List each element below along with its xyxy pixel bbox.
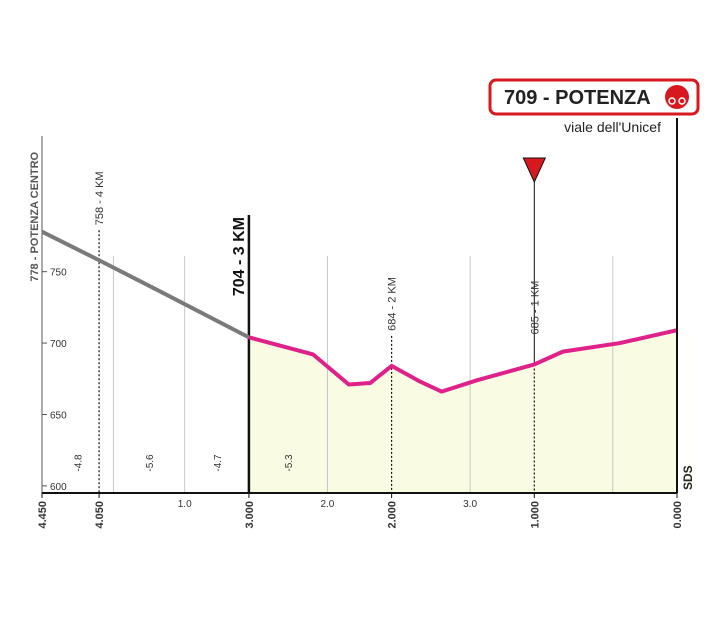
flamme-rouge bbox=[522, 157, 547, 184]
annotation-label: 685 - 1 KM bbox=[529, 281, 541, 335]
y-tick-label: 750 bbox=[50, 268, 67, 279]
finish-label: 709 - POTENZA bbox=[504, 87, 651, 109]
gradient-label: -5.3 bbox=[284, 454, 295, 472]
profile-line bbox=[248, 328, 678, 394]
area-fill bbox=[248, 330, 678, 493]
finish-icon bbox=[678, 97, 686, 105]
annotation-label: 704 - 3 KM bbox=[231, 217, 248, 296]
gradient-label: -4.7 bbox=[213, 454, 224, 472]
y-tick-label: 700 bbox=[50, 339, 67, 350]
finish-icon bbox=[665, 85, 689, 109]
gradient-label: -5.6 bbox=[145, 454, 156, 472]
km-label: 1.0 bbox=[178, 499, 192, 510]
profile-line bbox=[41, 229, 250, 340]
x-tick-label: 4.050 bbox=[94, 501, 106, 529]
km-label: 2.0 bbox=[320, 499, 334, 510]
x-tick-label: 0.000 bbox=[672, 501, 684, 529]
finish-street: viale dell'Unicef bbox=[564, 119, 661, 135]
km-label: 3.0 bbox=[463, 499, 477, 510]
brand: SDS bbox=[681, 465, 695, 490]
x-tick-label: 1.000 bbox=[529, 501, 541, 529]
x-tick-label: 4.450 bbox=[37, 501, 49, 529]
annotation-label: 684 - 2 KM bbox=[387, 277, 399, 331]
x-tick-label: 2.000 bbox=[387, 501, 399, 529]
start-label: 778 - POTENZA CENTRO bbox=[29, 151, 41, 281]
y-tick-label: 600 bbox=[50, 482, 67, 493]
annotation-label: 758 - 4 KM bbox=[94, 171, 106, 225]
gradient-label: -4.8 bbox=[74, 454, 85, 472]
finish-icon bbox=[668, 97, 676, 105]
finish-box bbox=[488, 78, 700, 116]
y-tick-label: 650 bbox=[50, 410, 67, 421]
x-tick-label: 3.000 bbox=[244, 501, 256, 529]
